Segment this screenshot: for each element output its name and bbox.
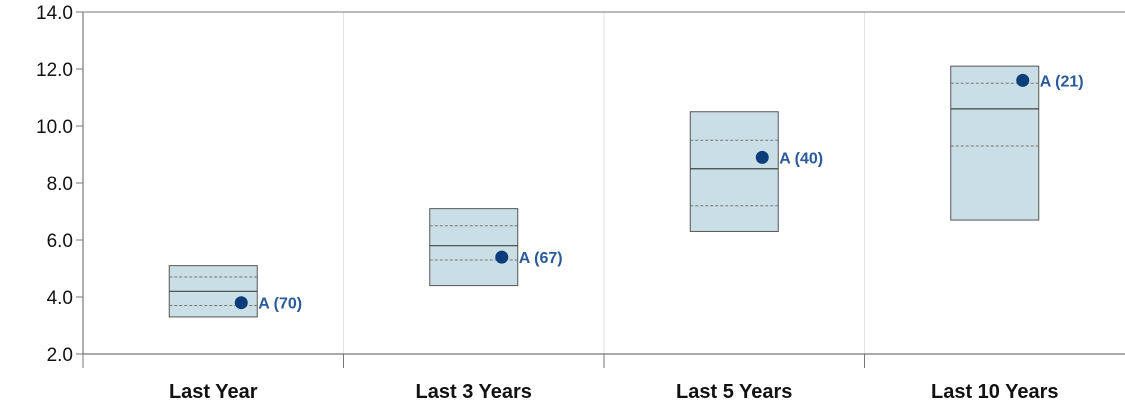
- category-dividers: [343, 12, 865, 354]
- range-box: [689, 111, 779, 232]
- y-tick-label: 4.0: [47, 288, 73, 309]
- y-tick-label: 8.0: [47, 174, 73, 195]
- category-label: Last 10 Years: [931, 381, 1059, 403]
- category-label: Last 5 Years: [676, 381, 792, 403]
- y-tick-label: 12.0: [36, 60, 73, 81]
- data-point: [234, 296, 248, 310]
- y-tick-label: 6.0: [47, 231, 73, 252]
- points: A (70) A (67) A (40) A (21): [234, 73, 1084, 313]
- data-point-label: A (67): [519, 250, 563, 267]
- boxes: [168, 65, 1040, 318]
- y-axis-ticks: 2.0 4.0 6.0 8.0 10.0 12.0 14.0: [36, 3, 83, 366]
- y-tick-label: 14.0: [36, 3, 73, 24]
- range-box: [429, 208, 519, 287]
- data-point-label: A (70): [258, 296, 302, 313]
- data-point-label: A (21): [1040, 73, 1084, 90]
- data-point: [1016, 73, 1030, 87]
- data-point-label: A (40): [779, 150, 823, 167]
- data-point: [755, 150, 769, 164]
- category-label: Last 3 Years: [416, 381, 532, 403]
- y-tick-label: 2.0: [47, 345, 73, 366]
- range-box: [950, 65, 1040, 221]
- category-label: Last Year: [169, 381, 258, 403]
- data-point: [495, 250, 509, 264]
- y-tick-label: 10.0: [36, 117, 73, 138]
- category-labels: Last Year Last 3 Years Last 5 Years Last 10…: [169, 381, 1059, 403]
